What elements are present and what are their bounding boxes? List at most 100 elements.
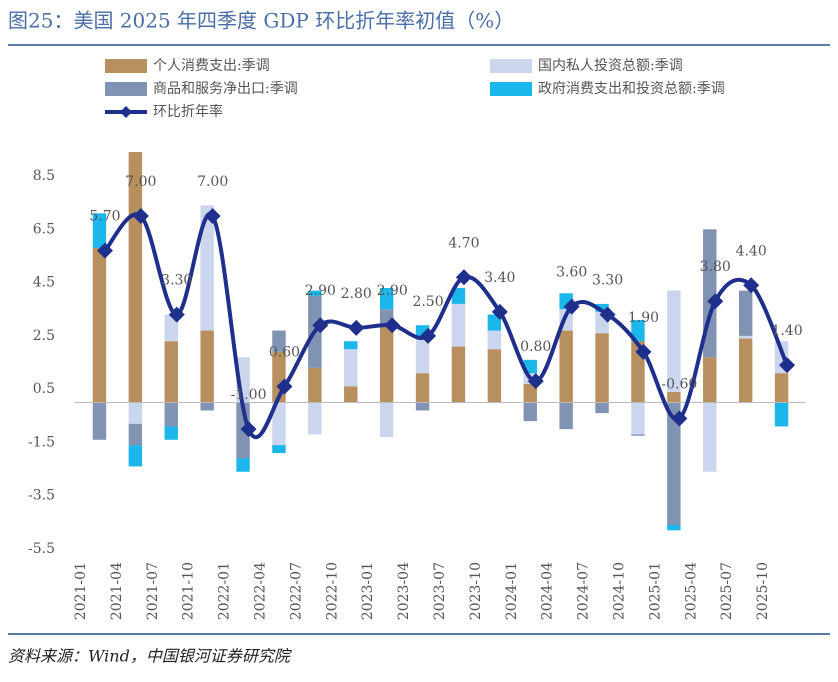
bar-segment: [272, 445, 286, 454]
bar-segment: [703, 357, 717, 403]
line-marker: [491, 303, 508, 320]
x-tick-label: 2021-07: [145, 562, 161, 620]
data-label: 3.30: [592, 273, 623, 289]
bar-segment: [523, 402, 537, 422]
bar-segment: [738, 335, 753, 339]
line-marker: [563, 298, 580, 315]
y-tick-label: 2.5: [33, 328, 55, 344]
data-label: 3.40: [484, 270, 515, 286]
bar-segment: [703, 402, 717, 472]
bar-segment: [738, 290, 753, 336]
bar-segment: [451, 303, 466, 347]
legend-label: 国内私人投资总额:季调: [538, 58, 683, 74]
legend-swatch: [490, 59, 532, 73]
bar-segment: [272, 402, 286, 446]
x-tick-label: 2021-01: [73, 562, 89, 620]
bar-segment: [200, 205, 214, 331]
y-tick-label: 8.5: [33, 168, 55, 184]
data-label: 1.90: [628, 310, 659, 326]
line-marker: [204, 208, 221, 224]
line-marker: [599, 306, 616, 323]
bar-segment: [631, 434, 645, 436]
bar-segment: [523, 383, 537, 403]
data-label: -1.00: [231, 387, 267, 403]
legend-label: 商品和服务净出口:季调: [153, 81, 298, 97]
y-tick-label: -3.5: [28, 488, 55, 504]
bar-segment: [92, 247, 107, 403]
bar-segment: [451, 346, 466, 403]
x-tick-label: 2024-07: [576, 562, 592, 620]
data-label: 4.40: [736, 243, 767, 259]
data-label: 7.00: [125, 174, 156, 190]
bar-segment: [308, 367, 322, 403]
bar-segment: [344, 341, 358, 350]
x-tick-label: 2021-10: [181, 562, 197, 620]
data-label: 2.90: [305, 283, 336, 299]
bar-segment: [128, 423, 143, 446]
bar-segment: [379, 287, 394, 310]
line-marker: [671, 410, 688, 427]
bar-segment: [415, 325, 430, 336]
bar-segment: [667, 290, 681, 392]
bar-segment: [738, 338, 753, 403]
data-label: 2.80: [341, 286, 372, 302]
x-tick-label: 2023-04: [396, 562, 412, 620]
data-label: 4.70: [448, 235, 479, 251]
bar-segment: [92, 213, 107, 248]
bar-segment: [487, 349, 502, 403]
data-label: 0.80: [520, 339, 551, 355]
x-tick-label: 2025-07: [719, 562, 735, 620]
bar-segment: [667, 525, 681, 531]
chart-title: 图25：美国 2025 年四季度 GDP 环比折年率初值（%）: [8, 9, 514, 33]
bar-segment: [667, 402, 681, 526]
bar-segment: [451, 287, 466, 304]
legend-swatch: [105, 59, 147, 73]
bar-segment: [631, 319, 645, 342]
x-tick-label: 2024-04: [540, 562, 556, 620]
bar-segment: [308, 290, 322, 296]
y-tick-label: 6.5: [33, 221, 55, 237]
data-label: 3.80: [700, 259, 731, 275]
bar-segment: [774, 402, 789, 427]
x-tick-label: 2023-10: [468, 562, 484, 620]
line-marker: [240, 421, 257, 438]
line-marker: [455, 269, 472, 286]
bar-segment: [774, 373, 789, 403]
bar-segment: [487, 330, 502, 350]
x-tick-label: 2025-04: [683, 562, 699, 620]
bar-segment: [487, 314, 502, 331]
bar-segment: [272, 330, 286, 352]
x-tick-label: 2022-10: [324, 562, 340, 620]
bar-segment: [379, 402, 394, 438]
line-marker: [348, 319, 365, 336]
bar-segment: [559, 402, 573, 430]
y-tick-label: 0.5: [33, 381, 55, 397]
bar-segment: [92, 402, 107, 440]
x-tick-label: 2025-10: [755, 562, 771, 620]
legend-swatch: [120, 106, 132, 118]
bar-segment: [164, 314, 178, 342]
legend-swatch: [490, 82, 532, 96]
line-marker: [96, 242, 113, 259]
bar-segment: [308, 402, 322, 435]
bar-segment: [344, 349, 358, 387]
source: 资料来源：Wind，中国银河证券研究院: [8, 647, 293, 666]
bar-segment: [344, 386, 358, 403]
x-tick-label: 2022-01: [217, 562, 233, 620]
bar-segment: [164, 426, 178, 440]
x-tick-label: 2023-07: [432, 562, 448, 620]
x-tick-label: 2022-04: [252, 562, 268, 620]
data-label: 1.40: [771, 323, 802, 339]
line-marker: [132, 208, 149, 224]
line-marker: [743, 277, 760, 294]
bar-segment: [415, 402, 430, 411]
y-tick-label: 4.5: [33, 275, 55, 291]
x-tick-label: 2024-10: [611, 562, 627, 620]
data-label: 7.00: [197, 174, 228, 190]
line-marker: [527, 373, 544, 390]
legend-label: 个人消费支出:季调: [153, 58, 270, 74]
data-label: 3.60: [556, 265, 587, 281]
legend-label: 政府消费支出和投资总额:季调: [538, 81, 725, 97]
bar-segment: [164, 402, 178, 427]
